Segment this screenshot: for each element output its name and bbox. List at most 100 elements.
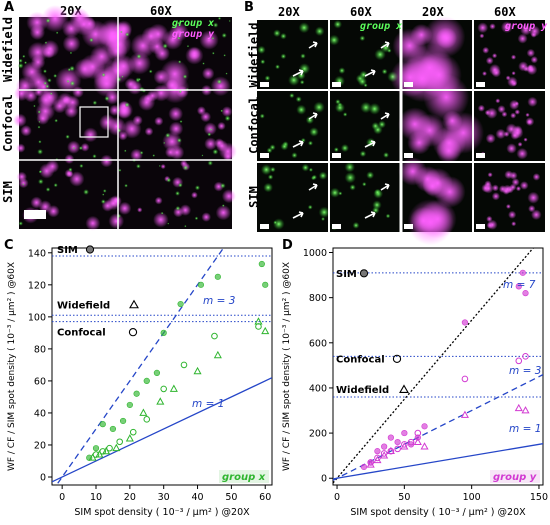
texture-dot xyxy=(83,189,90,195)
texture-blob xyxy=(495,128,506,140)
panel-label-b: B xyxy=(244,0,254,15)
texture-dot xyxy=(102,193,105,196)
texture-dot xyxy=(223,54,226,57)
reference-label: Widefield xyxy=(336,385,389,396)
texture-dot xyxy=(49,92,53,96)
texture-dot xyxy=(124,32,130,37)
texture-blob xyxy=(510,130,520,140)
texture-blob xyxy=(526,48,536,58)
texture-dot xyxy=(124,183,128,188)
texture-blob xyxy=(215,204,232,221)
texture-blob xyxy=(511,71,516,76)
confocal-point xyxy=(129,428,137,436)
confocal-point xyxy=(143,416,151,423)
texture-dot xyxy=(104,95,110,102)
texture-blob xyxy=(154,45,170,62)
texture-blob xyxy=(36,111,50,125)
texture-blob xyxy=(484,180,492,188)
texture-blob xyxy=(530,209,542,220)
texture-blob xyxy=(168,121,184,136)
texture-dot xyxy=(69,80,76,87)
x-axis-label: SIM spot density ( 10⁻³ / µm² ) @20X xyxy=(350,507,526,518)
texture-dot xyxy=(123,149,127,153)
texture-dot xyxy=(167,222,170,225)
texture-blob xyxy=(530,56,539,64)
widefield-point xyxy=(213,350,222,359)
texture-dot xyxy=(45,84,50,89)
widefield-point xyxy=(193,366,202,375)
texture-dot xyxy=(152,154,156,157)
texture-blob xyxy=(487,172,493,178)
texture-dot xyxy=(295,96,302,103)
texture-dot xyxy=(178,90,182,94)
sim-point xyxy=(214,273,221,280)
texture-blob xyxy=(527,191,540,204)
y-tick-label: 80 xyxy=(34,344,46,355)
texture-dot xyxy=(160,211,164,215)
sim-point xyxy=(143,377,150,385)
confocal-point xyxy=(374,454,381,462)
group-tag: group x xyxy=(222,472,266,483)
texture-dot xyxy=(179,120,183,124)
texture-dot xyxy=(257,45,266,55)
texture-dot xyxy=(264,75,271,82)
texture-blob xyxy=(83,127,98,143)
panel-label-c: C xyxy=(4,238,14,253)
texture-dot xyxy=(299,79,305,85)
texture-blob xyxy=(160,163,166,170)
texture-dot xyxy=(37,110,41,114)
texture-blob xyxy=(510,54,517,60)
texture-blob xyxy=(432,126,466,160)
arrow-icon xyxy=(364,140,376,148)
texture-dot xyxy=(275,64,280,70)
texture-dot xyxy=(300,53,306,59)
panel-b-col-3: 20X xyxy=(422,5,444,19)
sim-point xyxy=(407,441,415,448)
texture-blob xyxy=(492,53,498,59)
confocal-point xyxy=(255,323,262,330)
texture-dot xyxy=(176,137,182,143)
texture-dot xyxy=(340,143,350,153)
panel-a-row-confocal: Confocal xyxy=(1,94,15,152)
confocal-point xyxy=(180,361,188,369)
texture-dot xyxy=(18,221,24,226)
texture-dot xyxy=(194,216,199,221)
texture-dot xyxy=(148,69,153,74)
texture-dot xyxy=(53,183,58,188)
confocal-point xyxy=(367,459,374,466)
arrow-icon xyxy=(380,112,390,120)
texture-blob xyxy=(433,176,466,208)
widefield-symbol-icon xyxy=(399,384,409,394)
scale-bar xyxy=(332,82,341,87)
texture-blob xyxy=(517,33,528,44)
texture-blob xyxy=(501,111,508,118)
texture-blob xyxy=(485,56,494,65)
widefield-point xyxy=(261,326,270,335)
texture-dot xyxy=(307,140,314,146)
slope-label: m = 3 xyxy=(509,365,541,377)
sim-point xyxy=(197,281,205,288)
scale-bar xyxy=(404,82,413,87)
sim-point xyxy=(153,369,161,377)
confocal-point xyxy=(461,375,469,383)
texture-blob xyxy=(398,107,432,141)
x-tick-label: 50 xyxy=(225,492,237,503)
texture-dot xyxy=(377,120,386,129)
sim-point xyxy=(461,319,469,326)
texture-dot xyxy=(18,58,23,64)
sim-point xyxy=(519,269,526,276)
texture-dot xyxy=(118,168,122,172)
x-tick-label: 30 xyxy=(158,492,170,503)
texture-blob xyxy=(482,71,487,76)
panel-a-row-sim: SIM xyxy=(1,181,15,203)
texture-dot xyxy=(313,101,325,113)
arrow-icon xyxy=(292,211,304,219)
texture-dot xyxy=(383,152,390,159)
scale-bar xyxy=(260,224,269,229)
texture-blob xyxy=(74,58,96,80)
texture-dot xyxy=(136,53,142,60)
texture-blob xyxy=(221,106,233,117)
texture-blob xyxy=(506,185,514,194)
panel-b-col-2: 60X xyxy=(350,5,372,19)
widefield-point xyxy=(413,437,422,446)
